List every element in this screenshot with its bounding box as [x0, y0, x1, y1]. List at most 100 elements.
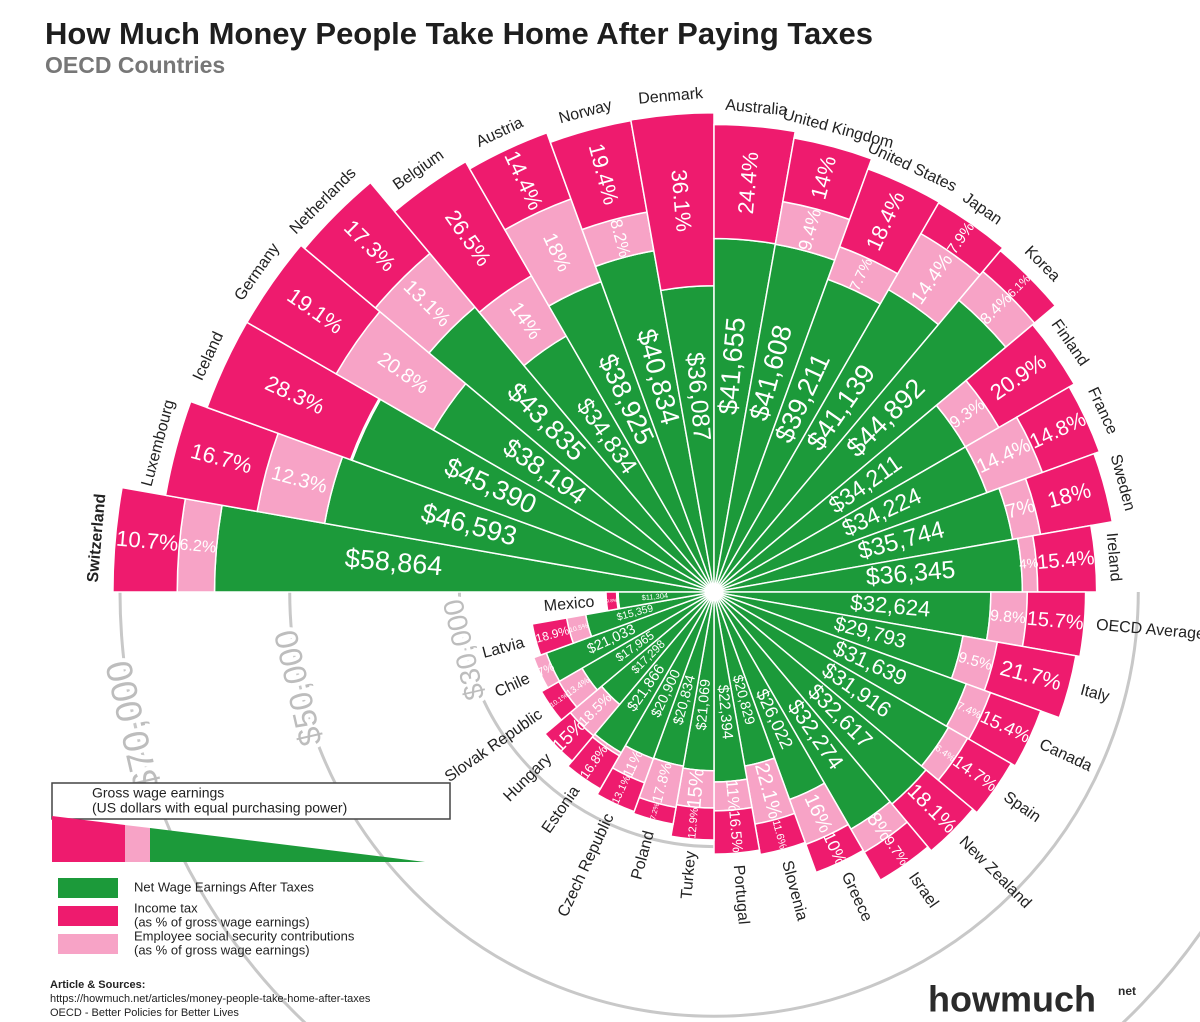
income-tax-segment: [531, 617, 575, 657]
value-label: 1.4%: [617, 600, 619, 602]
income-tax-segment: [713, 123, 797, 245]
axis-ring-label: $70,000: [98, 657, 168, 796]
country-label: Estonia: [539, 783, 584, 837]
value-label: 6.2%: [179, 536, 217, 557]
income-tax-segment: [863, 821, 929, 882]
country-label: OECD Average: [1095, 617, 1200, 643]
country-label: Greece: [838, 870, 876, 925]
value-label: 24.4%: [733, 151, 763, 215]
income-tax-segment: [540, 680, 578, 722]
wedges: [112, 112, 1114, 882]
legend-swatch: [58, 878, 118, 898]
legend-label: Income tax: [134, 900, 198, 915]
value-label: 10.7%: [115, 526, 179, 556]
axis-ring-label: $50,000: [266, 627, 329, 750]
income-tax-segment: [1021, 591, 1087, 658]
legend-label: Employee social security contributions: [134, 928, 355, 943]
value-label: 11%: [722, 779, 744, 813]
gross-legend-title: Gross wage earnings: [92, 785, 224, 801]
income-tax-segment: [596, 766, 646, 813]
income-tax-segment: [981, 249, 1057, 325]
income-tax-segment: [781, 137, 873, 221]
income-tax-segment: [566, 735, 621, 790]
country-label: Mexico: [543, 594, 595, 615]
sources-url: https://howmuch.net/articles/money-peopl…: [50, 993, 371, 1005]
legend-note: (as % of gross wage earnings): [134, 914, 310, 929]
country-label: Latvia: [481, 634, 527, 662]
country-label: Denmark: [638, 85, 705, 108]
country-label: Chile: [492, 670, 532, 701]
value-label: 7.2%: [648, 802, 661, 821]
gross-legend-note: (US dollars with equal purchasing power): [92, 800, 347, 816]
value-label: 16.5%: [725, 810, 745, 853]
legend-wedge-social: [125, 825, 150, 862]
social-security-segment: [532, 652, 561, 689]
income-tax-segment: [468, 131, 572, 231]
gross-legend-box: [51, 782, 451, 820]
income-tax-segment: [605, 591, 619, 612]
income-tax-segment: [890, 768, 974, 852]
country-label: New Zealand: [956, 833, 1035, 912]
income-tax-segment: [164, 400, 280, 513]
income-tax-segment: [1031, 524, 1098, 593]
brand-logo: howmuch: [928, 979, 1096, 1020]
value-label: 7%: [536, 660, 557, 679]
country-label: Israel: [905, 869, 941, 911]
income-tax-segment: [632, 796, 677, 826]
value-label: 10.5%: [569, 623, 589, 635]
legend-swatch: [58, 906, 118, 926]
country-label: Norway: [557, 97, 614, 127]
country-label: Spain: [1000, 789, 1043, 826]
country-label: Poland: [629, 829, 658, 882]
value-label: 15%: [683, 767, 708, 809]
income-tax-segment: [964, 323, 1076, 429]
axis-ring: [118, 591, 1200, 1022]
chart-subtitle: OECD Countries: [45, 52, 225, 78]
value-label: 12.9%: [686, 807, 701, 839]
income-tax-segment: [967, 691, 1042, 767]
legend-label: Net Wage Earnings After Taxes: [134, 879, 314, 894]
income-tax-segment: [919, 201, 1004, 277]
income-tax-segment: [245, 244, 381, 375]
income-tax-segment: [713, 806, 761, 855]
country-label: Italy: [1078, 682, 1111, 706]
value-label: 36.1%: [666, 168, 696, 232]
center-dot: [710, 588, 718, 596]
income-tax-segment: [303, 181, 431, 309]
country-label: Sweden: [1107, 452, 1138, 512]
income-tax-segment: [983, 641, 1077, 719]
sources-org: OECD - Better Policies for Better Lives: [50, 1007, 239, 1019]
country-label: Australia: [725, 97, 789, 119]
country-label: Slovenia: [778, 859, 810, 923]
country-label: Switzerland: [85, 493, 110, 583]
value-label: 1.6%: [605, 743, 609, 748]
country-label: Turkey: [678, 850, 699, 900]
income-tax-segment: [838, 167, 941, 275]
income-tax-segment: [629, 112, 715, 292]
legend-swatch: [58, 934, 118, 954]
income-tax-segment: [1015, 385, 1101, 474]
country-label: Canada: [1037, 736, 1095, 775]
value-label: 0.3%: [363, 428, 366, 431]
income-tax-segment: [804, 823, 865, 874]
country-label: Ireland: [1103, 532, 1124, 582]
income-tax-segment: [670, 803, 715, 841]
income-tax-segment: [1024, 452, 1114, 536]
income-tax-segment: [754, 812, 807, 856]
income-tax-segment: [393, 160, 533, 314]
legend-wedge-tax: [52, 816, 125, 862]
value-label: 15.7%: [1026, 608, 1085, 635]
value-label: 9.8%: [989, 607, 1026, 627]
value-label: 9.8%: [606, 598, 617, 604]
country-label: Hungary: [500, 750, 555, 805]
sources-heading: Article & Sources:: [50, 979, 145, 991]
value-label: $22,394: [714, 684, 736, 740]
brand-suffix: net: [1118, 984, 1136, 998]
legend-wedge-net: [150, 828, 425, 862]
legend-note: (as % of gross wage earnings): [134, 942, 310, 957]
value-label: $11,304: [641, 591, 668, 602]
chart-title: How Much Money People Take Home After Pa…: [45, 16, 873, 51]
value-label: $21,069: [694, 678, 714, 731]
value-label: 15.4%: [1036, 547, 1095, 574]
